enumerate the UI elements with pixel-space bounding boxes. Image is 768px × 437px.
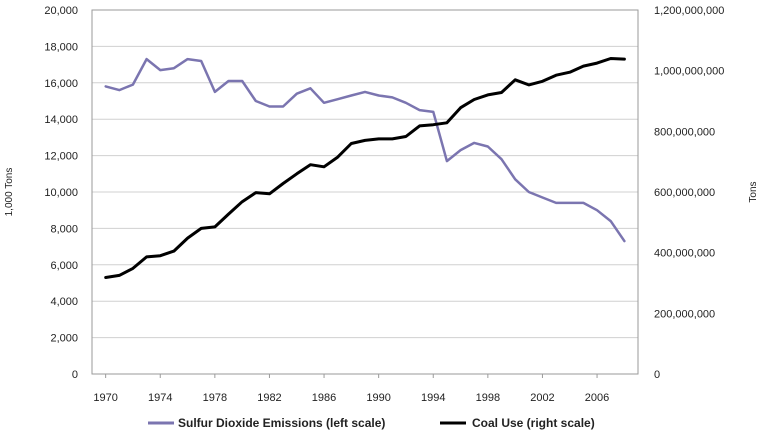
x-tick-label: 1974 bbox=[148, 392, 172, 404]
left-tick-label: 10,000 bbox=[44, 187, 78, 199]
right-tick-label: 400,000,000 bbox=[654, 248, 715, 260]
legend: Sulfur Dioxide Emissions (left scale) Coa… bbox=[148, 416, 595, 430]
left-tick-label: 0 bbox=[72, 369, 78, 381]
right-tick-label: 200,000,000 bbox=[654, 308, 715, 320]
left-tick-label: 12,000 bbox=[44, 151, 78, 163]
gridlines bbox=[92, 9, 638, 375]
left-tick-label: 18,000 bbox=[44, 41, 78, 53]
right-axis-title: Tons bbox=[748, 181, 759, 202]
right-tick-label: 1,200,000,000 bbox=[654, 5, 724, 17]
x-axis-ticks: 1970 1974 1978 1982 1986 1990 1994 1998 2002 2006 bbox=[93, 374, 609, 404]
x-tick-label: 1978 bbox=[203, 392, 227, 404]
left-tick-label: 16,000 bbox=[44, 78, 78, 90]
left-tick-label: 4,000 bbox=[50, 296, 78, 308]
left-tick-label: 20,000 bbox=[44, 5, 78, 17]
left-tick-label: 14,000 bbox=[44, 114, 78, 126]
right-tick-label: 800,000,000 bbox=[654, 126, 715, 138]
x-tick-label: 1982 bbox=[257, 392, 281, 404]
x-tick-label: 1998 bbox=[476, 392, 500, 404]
x-tick-label: 1994 bbox=[421, 392, 445, 404]
x-tick-label: 1970 bbox=[93, 392, 117, 404]
x-tick-label: 2002 bbox=[530, 392, 554, 404]
right-tick-label: 600,000,000 bbox=[654, 187, 715, 199]
legend-item-coal-use-label: Coal Use (right scale) bbox=[472, 416, 595, 430]
plot-area-frame bbox=[91, 9, 639, 375]
left-tick-label: 8,000 bbox=[50, 223, 78, 235]
x-tick-label: 1990 bbox=[366, 392, 390, 404]
left-axis-title: 1,000 Tons bbox=[4, 168, 15, 217]
right-tick-label: 1,000,000,000 bbox=[654, 66, 724, 78]
left-axis-ticks: 0 2,000 4,000 6,000 8,000 10,000 12,000 14,000 1… bbox=[44, 5, 78, 381]
right-axis-ticks: 0 200,000,000 400,000,000 600,000,000 800,00… bbox=[654, 5, 724, 381]
x-tick-label: 1986 bbox=[312, 392, 336, 404]
left-tick-label: 2,000 bbox=[50, 333, 78, 345]
x-tick-label: 2006 bbox=[585, 392, 609, 404]
sulfur-dioxide-line bbox=[104, 57, 626, 243]
coal-use-line bbox=[104, 57, 626, 279]
legend-item-sulfur-dioxide-label: Sulfur Dioxide Emissions (left scale) bbox=[178, 416, 385, 430]
series-lines bbox=[104, 57, 626, 279]
left-tick-label: 6,000 bbox=[50, 260, 78, 272]
right-tick-label: 0 bbox=[654, 369, 660, 381]
